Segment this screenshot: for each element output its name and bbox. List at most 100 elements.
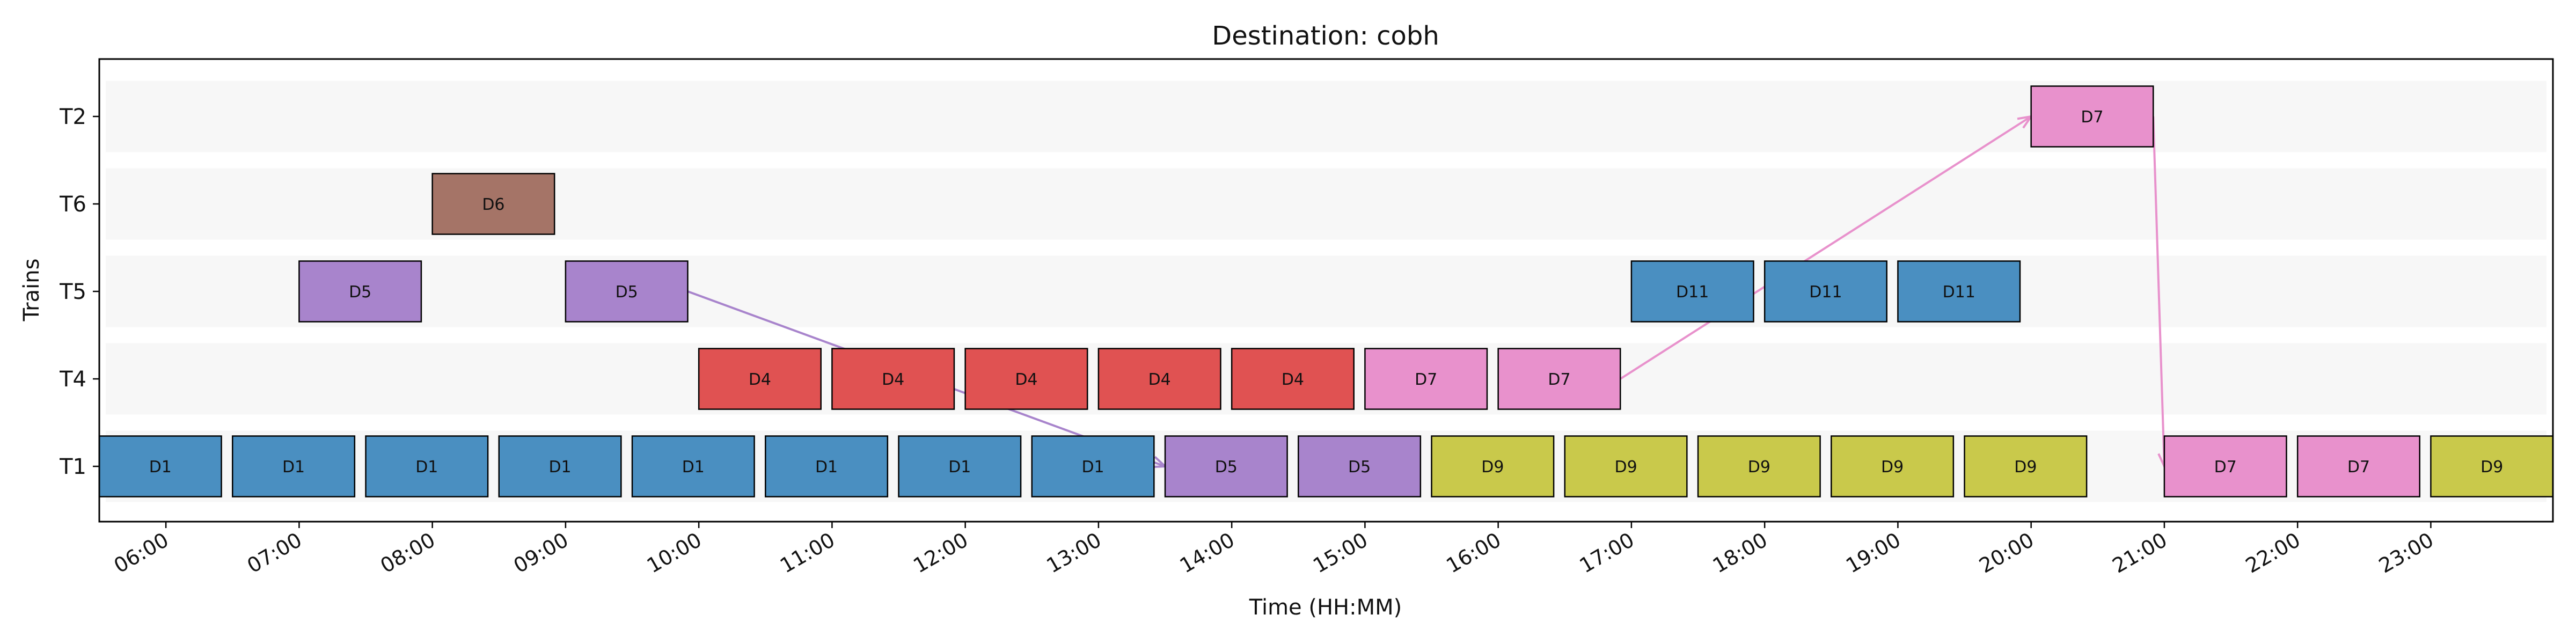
- block-rect: [964, 348, 1088, 410]
- row-band-t2: [106, 80, 2546, 152]
- y-tick-label: T6: [59, 192, 86, 217]
- schedule-block: D9: [1964, 435, 2088, 497]
- x-tick-label: 20:00: [1975, 528, 2038, 578]
- schedule-block: D1: [365, 435, 489, 497]
- schedule-block: D7: [2030, 85, 2154, 148]
- schedule-block: D9: [1831, 435, 1955, 497]
- schedule-block: D1: [765, 435, 889, 497]
- block-rect: [1630, 260, 1754, 323]
- schedule-block: D1: [498, 435, 622, 497]
- y-tick-label: T1: [59, 455, 86, 479]
- schedule-block: D1: [631, 435, 755, 497]
- schedule-block: D7: [1497, 348, 1621, 410]
- x-tick-label: 22:00: [2242, 528, 2304, 578]
- block-rect: [1964, 435, 2088, 497]
- block-rect: [298, 260, 422, 323]
- x-tick-label: 18:00: [1709, 528, 1772, 578]
- schedule-block: D7: [2163, 435, 2287, 497]
- x-tick-label: 14:00: [1176, 528, 1239, 578]
- plot-frame: [98, 58, 2554, 523]
- block-rect: [765, 435, 889, 497]
- block-label: D9: [2480, 458, 2503, 477]
- schedule-block: D9: [1564, 435, 1688, 497]
- x-tick-label: 11:00: [776, 528, 839, 578]
- arrow-line: [2152, 116, 2165, 467]
- block-label: D4: [1015, 370, 1037, 389]
- schedule-block: D6: [431, 173, 555, 235]
- y-axis: T2 T6 T5 T4 T1: [59, 105, 99, 479]
- block-rect: [565, 260, 689, 323]
- y-tick-label: T2: [59, 105, 86, 129]
- x-tick-label: 09:00: [510, 528, 573, 578]
- block-rect: [631, 435, 755, 497]
- block-rect: [1897, 260, 2021, 323]
- block-rect: [1298, 435, 1422, 497]
- block-label: D1: [548, 458, 571, 477]
- block-rect: [1097, 348, 1221, 410]
- block-label: D9: [1614, 458, 1637, 477]
- x-tick-label: 23:00: [2375, 528, 2438, 578]
- block-rect: [365, 435, 489, 497]
- block-rect: [698, 348, 822, 410]
- schedule-block: D5: [1298, 435, 1422, 497]
- block-rect: [1697, 435, 1821, 497]
- x-tick-label: 06:00: [110, 528, 173, 578]
- x-tick-label: 15:00: [1309, 528, 1372, 578]
- block-rect: [431, 173, 555, 235]
- block-rect: [898, 435, 1022, 497]
- block-label: D7: [1415, 370, 1437, 389]
- block-rect: [2030, 85, 2154, 148]
- arrow-line: [1620, 115, 2032, 380]
- x-tick-label: 12:00: [909, 528, 972, 578]
- x-tick-label: 16:00: [1442, 528, 1505, 578]
- block-label: D9: [1748, 458, 1770, 477]
- x-axis: 06:00 07:00 08:00 09:00 10:00 11:00 12:00 13:00…: [110, 522, 2438, 578]
- block-label: D1: [415, 458, 438, 477]
- schedule-block: D1: [898, 435, 1022, 497]
- schedule-block: D4: [1097, 348, 1221, 410]
- schedule-block: D5: [298, 260, 422, 323]
- schedule-block: D5: [1164, 435, 1288, 497]
- block-label: D5: [1348, 458, 1371, 477]
- schedule-block: D1: [98, 435, 222, 497]
- block-rect: [2430, 435, 2554, 497]
- schedule-block: D1: [1031, 435, 1155, 497]
- schedule-block: D4: [964, 348, 1088, 410]
- chart-title: Destination: cobh: [1212, 21, 1439, 51]
- block-label: D11: [1809, 283, 1842, 302]
- block-label: D11: [1676, 283, 1709, 302]
- block-rect: [1031, 435, 1155, 497]
- block-rect: [1831, 435, 1955, 497]
- schedule-block: D4: [831, 348, 955, 410]
- x-axis-label: Time (HH:MM): [1249, 595, 1402, 620]
- schedule-blocks: D7 D6 D5 D5 D11 D11 D11 D4 D4 D4 D4 D4 D7 D7 D1 D1 D1 D1 D…: [98, 85, 2554, 497]
- block-label: D1: [282, 458, 305, 477]
- schedule-block: D11: [1897, 260, 2021, 323]
- schedule-block: D4: [698, 348, 822, 410]
- block-label: D5: [616, 283, 638, 302]
- block-label: D9: [1881, 458, 1904, 477]
- block-label: D4: [882, 370, 904, 389]
- block-rect: [1231, 348, 1355, 410]
- block-label: D5: [349, 283, 371, 302]
- x-tick-label: 08:00: [376, 528, 439, 578]
- y-tick-label: T5: [59, 280, 86, 304]
- block-label: D9: [1481, 458, 1504, 477]
- block-rect: [2163, 435, 2287, 497]
- x-tick-label: 17:00: [1576, 528, 1638, 578]
- schedule-block: D7: [1364, 348, 1488, 410]
- block-label: D1: [948, 458, 971, 477]
- block-rect: [1564, 435, 1688, 497]
- block-rect: [232, 435, 356, 497]
- block-label: D7: [1548, 370, 1570, 389]
- block-label: D4: [749, 370, 771, 389]
- x-tick-label: 13:00: [1043, 528, 1106, 578]
- block-rect: [1364, 348, 1488, 410]
- block-label: D7: [2081, 108, 2103, 127]
- block-rect: [498, 435, 622, 497]
- block-label: D7: [2214, 458, 2237, 477]
- block-rect: [1431, 435, 1555, 497]
- block-label: D11: [1943, 283, 1975, 302]
- schedule-block: D5: [565, 260, 689, 323]
